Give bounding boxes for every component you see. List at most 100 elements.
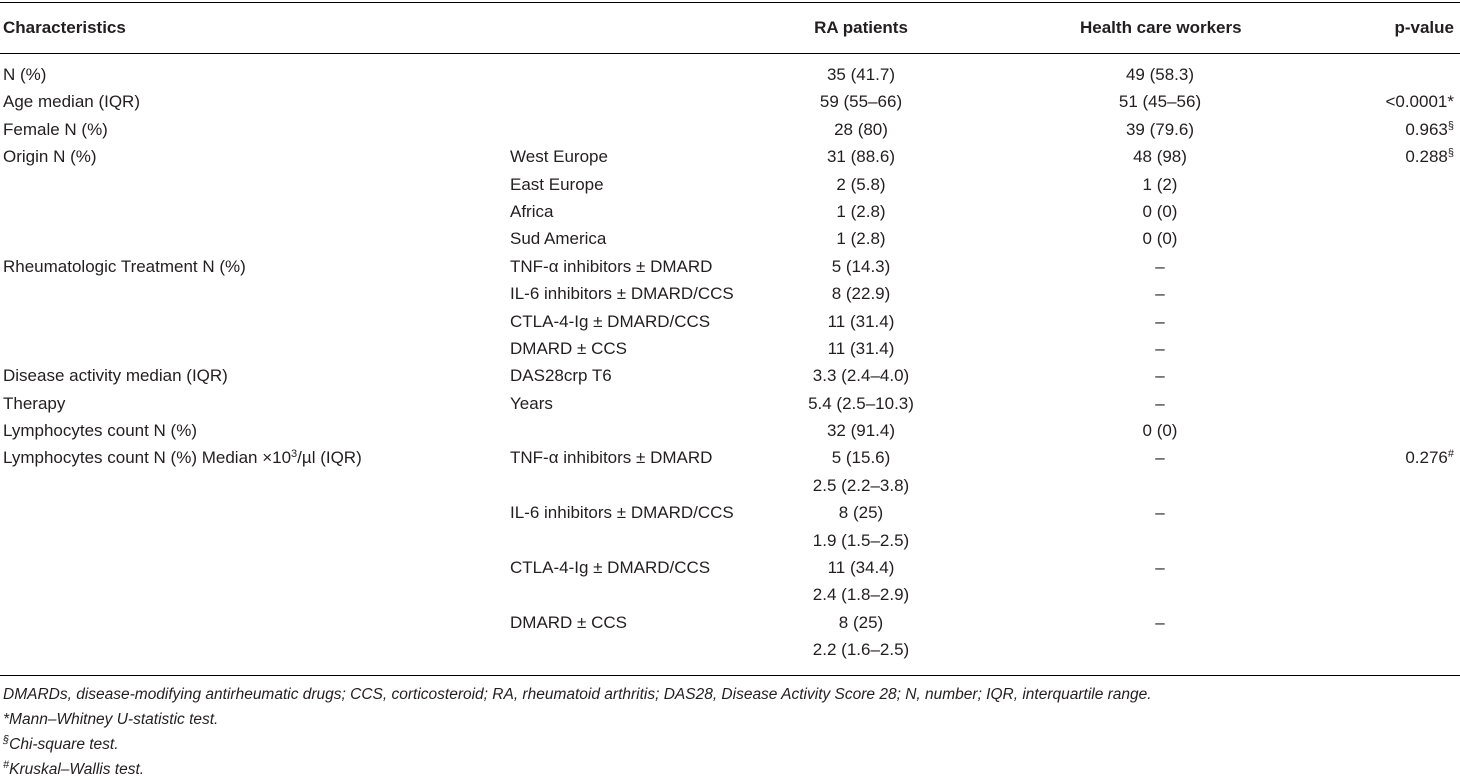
table-body: N (%) 35 (41.7) 49 (58.3) Age median (IQR) 5… bbox=[0, 61, 1460, 664]
cell-ra-patients: 8 (25) bbox=[781, 609, 941, 636]
cell-health-care-workers: 48 (98) bbox=[1080, 143, 1240, 170]
cell-ra-patients-text: 35 (41.7) bbox=[826, 65, 896, 84]
cell-ra-patients: 2 (5.8) bbox=[781, 171, 941, 198]
cell-subgroup-text: Years bbox=[510, 393, 553, 413]
cell-health-care-workers-text: 0 (0) bbox=[1142, 201, 1178, 221]
cell-characteristic: Rheumatologic Treatment N (%) bbox=[3, 253, 246, 280]
cell-subgroup-text: TNF-α inhibitors ± DMARD bbox=[510, 256, 713, 276]
cell-characteristic: Disease activity median (IQR) bbox=[3, 362, 228, 389]
cell-subgroup-text: DMARD ± CCS bbox=[510, 612, 627, 632]
cell-p-value-text: 0.288 bbox=[1405, 147, 1448, 167]
cell-health-care-workers: – bbox=[1080, 554, 1240, 581]
footnote-abbreviations: DMARDs, disease-modifying antirheumatic … bbox=[3, 686, 1152, 703]
p-value-mark: # bbox=[1447, 448, 1454, 461]
footnote-text: Mann–Whitney U-statistic test. bbox=[9, 711, 219, 728]
cell-ra-patients-text: 2.4 (1.8–2.9) bbox=[812, 585, 910, 605]
cell-subgroup: TNF-α inhibitors ± DMARD bbox=[510, 444, 712, 471]
table-row: Origin N (%) West Europe 31 (88.6) 48 (98) 0… bbox=[0, 143, 1460, 170]
cell-characteristic-tail: /µl (IQR) bbox=[297, 448, 362, 468]
table-top-rule bbox=[0, 2, 1460, 3]
cell-ra-patients-text: 5 (14.3) bbox=[831, 256, 891, 276]
cell-characteristic: N (%) bbox=[3, 61, 46, 88]
cell-subgroup: TNF-α inhibitors ± DMARD bbox=[510, 253, 712, 280]
table-row: N (%) 35 (41.7) 49 (58.3) bbox=[0, 61, 1460, 88]
header-ra-patients: RA patients bbox=[814, 18, 908, 37]
footnote-mark: § bbox=[3, 734, 10, 746]
cell-health-care-workers: – bbox=[1080, 444, 1240, 471]
table-row: IL-6 inhibitors ± DMARD/CCS 8 (22.9) – bbox=[0, 280, 1460, 307]
cell-health-care-workers: 0 (0) bbox=[1080, 198, 1240, 225]
cell-ra-patients: 1 (2.8) bbox=[781, 225, 941, 252]
footnote-mann-whitney: *Mann–Whitney U-statistic test. bbox=[3, 707, 1152, 732]
cell-p-value: 0.963§ bbox=[1405, 116, 1454, 143]
cell-health-care-workers-text: 39 (79.6) bbox=[1125, 119, 1195, 139]
cell-health-care-workers: – bbox=[1080, 390, 1240, 417]
cell-characteristic-text: Rheumatologic Treatment N (%) bbox=[3, 256, 246, 276]
cell-subgroup-text: IL-6 inhibitors ± DMARD/CCS bbox=[510, 503, 734, 523]
table-footnotes: DMARDs, disease-modifying antirheumatic … bbox=[3, 682, 1152, 782]
cell-health-care-workers-text: – bbox=[1155, 448, 1165, 468]
table-row: 2.2 (1.6–2.5) bbox=[0, 636, 1460, 663]
cell-subgroup: CTLA-4-Ig ± DMARD/CCS bbox=[510, 554, 710, 581]
cell-subgroup: West Europe bbox=[510, 143, 608, 170]
table-row: Africa 1 (2.8) 0 (0) bbox=[0, 198, 1460, 225]
cell-health-care-workers-text: 1 (2) bbox=[1142, 174, 1178, 194]
table-row: Female N (%) 28 (80) 39 (79.6) 0.963§ bbox=[0, 116, 1460, 143]
cell-health-care-workers: – bbox=[1080, 280, 1240, 307]
table-row: Lymphocytes count N (%) Median ×103/µl (… bbox=[0, 444, 1460, 471]
cell-health-care-workers: 0 (0) bbox=[1080, 417, 1240, 444]
cell-health-care-workers: – bbox=[1080, 609, 1240, 636]
cell-ra-patients: 1.9 (1.5–2.5) bbox=[781, 527, 941, 554]
cell-ra-patients: 2.2 (1.6–2.5) bbox=[781, 636, 941, 663]
cell-p-value: 0.276# bbox=[1405, 444, 1454, 471]
table-row: 2.4 (1.8–2.9) bbox=[0, 581, 1460, 608]
cell-characteristic: Lymphocytes count N (%) Median ×103/µl (… bbox=[3, 444, 362, 471]
cell-p-value: <0.0001* bbox=[1385, 88, 1454, 115]
cell-subgroup-text: CTLA-4-Ig ± DMARD/CCS bbox=[510, 558, 711, 578]
cell-subgroup: CTLA-4-Ig ± DMARD/CCS bbox=[510, 308, 710, 335]
cell-ra-patients-text: 5.4 (2.5–10.3) bbox=[808, 393, 914, 413]
footnote-text: Kruskal–Wallis test. bbox=[9, 761, 145, 778]
cell-health-care-workers: 1 (2) bbox=[1080, 171, 1240, 198]
cell-subgroup-text: East Europe bbox=[510, 174, 604, 194]
table-header-rule bbox=[0, 53, 1460, 54]
cell-characteristic: Lymphocytes count N (%) bbox=[3, 417, 197, 444]
cell-subgroup: DMARD ± CCS bbox=[510, 609, 627, 636]
cell-ra-patients-text: 11 (34.4) bbox=[827, 558, 895, 578]
cell-ra-patients-text: 31 (88.6) bbox=[826, 147, 896, 167]
footnote-mark: * bbox=[3, 711, 10, 728]
cell-health-care-workers: 51 (45–56) bbox=[1080, 88, 1240, 115]
cell-ra-patients-text: 1 (2.8) bbox=[836, 229, 886, 249]
cell-health-care-workers-text: – bbox=[1155, 393, 1165, 413]
cell-health-care-workers: – bbox=[1080, 335, 1240, 362]
table-bottom-rule bbox=[0, 675, 1460, 676]
cell-p-value: 0.288§ bbox=[1405, 143, 1454, 170]
cell-health-care-workers-text: – bbox=[1155, 366, 1165, 386]
cell-health-care-workers-text: – bbox=[1155, 311, 1165, 331]
cell-p-value-text: 0.276 bbox=[1405, 448, 1448, 468]
cell-subgroup-text: TNF-α inhibitors ± DMARD bbox=[510, 448, 713, 468]
cell-characteristic: Age median (IQR) bbox=[3, 88, 140, 115]
cell-characteristic: Female N (%) bbox=[3, 116, 108, 143]
table-row: Therapy Years 5.4 (2.5–10.3) – bbox=[0, 390, 1460, 417]
table-row: East Europe 2 (5.8) 1 (2) bbox=[0, 171, 1460, 198]
table-row: CTLA-4-Ig ± DMARD/CCS 11 (31.4) – bbox=[0, 308, 1460, 335]
footnote-kruskal-wallis: #Kruskal–Wallis test. bbox=[3, 757, 1152, 782]
cell-subgroup-text: CTLA-4-Ig ± DMARD/CCS bbox=[510, 311, 711, 331]
p-value-mark: § bbox=[1447, 147, 1454, 160]
cell-subgroup-text: DAS28crp T6 bbox=[510, 366, 612, 386]
cell-ra-patients-text: 8 (25) bbox=[838, 503, 884, 523]
header-health-care-workers: Health care workers bbox=[1080, 18, 1242, 37]
cell-ra-patients-text: 2 (5.8) bbox=[836, 174, 886, 194]
cell-health-care-workers-text: 0 (0) bbox=[1142, 229, 1178, 249]
table-row: Age median (IQR) 59 (55–66) 51 (45–56) <0.0… bbox=[0, 88, 1460, 115]
cell-p-value-text: 0.963 bbox=[1405, 119, 1448, 139]
cell-ra-patients-text: 59 (55–66) bbox=[819, 92, 903, 112]
cell-ra-patients-text: 11 (31.4) bbox=[827, 311, 895, 331]
cell-characteristic-text: Lymphocytes count N (%) Median ×10 bbox=[3, 448, 292, 468]
cell-ra-patients: 1 (2.8) bbox=[781, 198, 941, 225]
cell-subgroup-text: West Europe bbox=[510, 147, 608, 167]
footnote-chi-square: §Chi-square test. bbox=[3, 732, 1152, 757]
cell-health-care-workers: – bbox=[1080, 499, 1240, 526]
table-header: Characteristics RA patients Health care … bbox=[0, 2, 1460, 53]
